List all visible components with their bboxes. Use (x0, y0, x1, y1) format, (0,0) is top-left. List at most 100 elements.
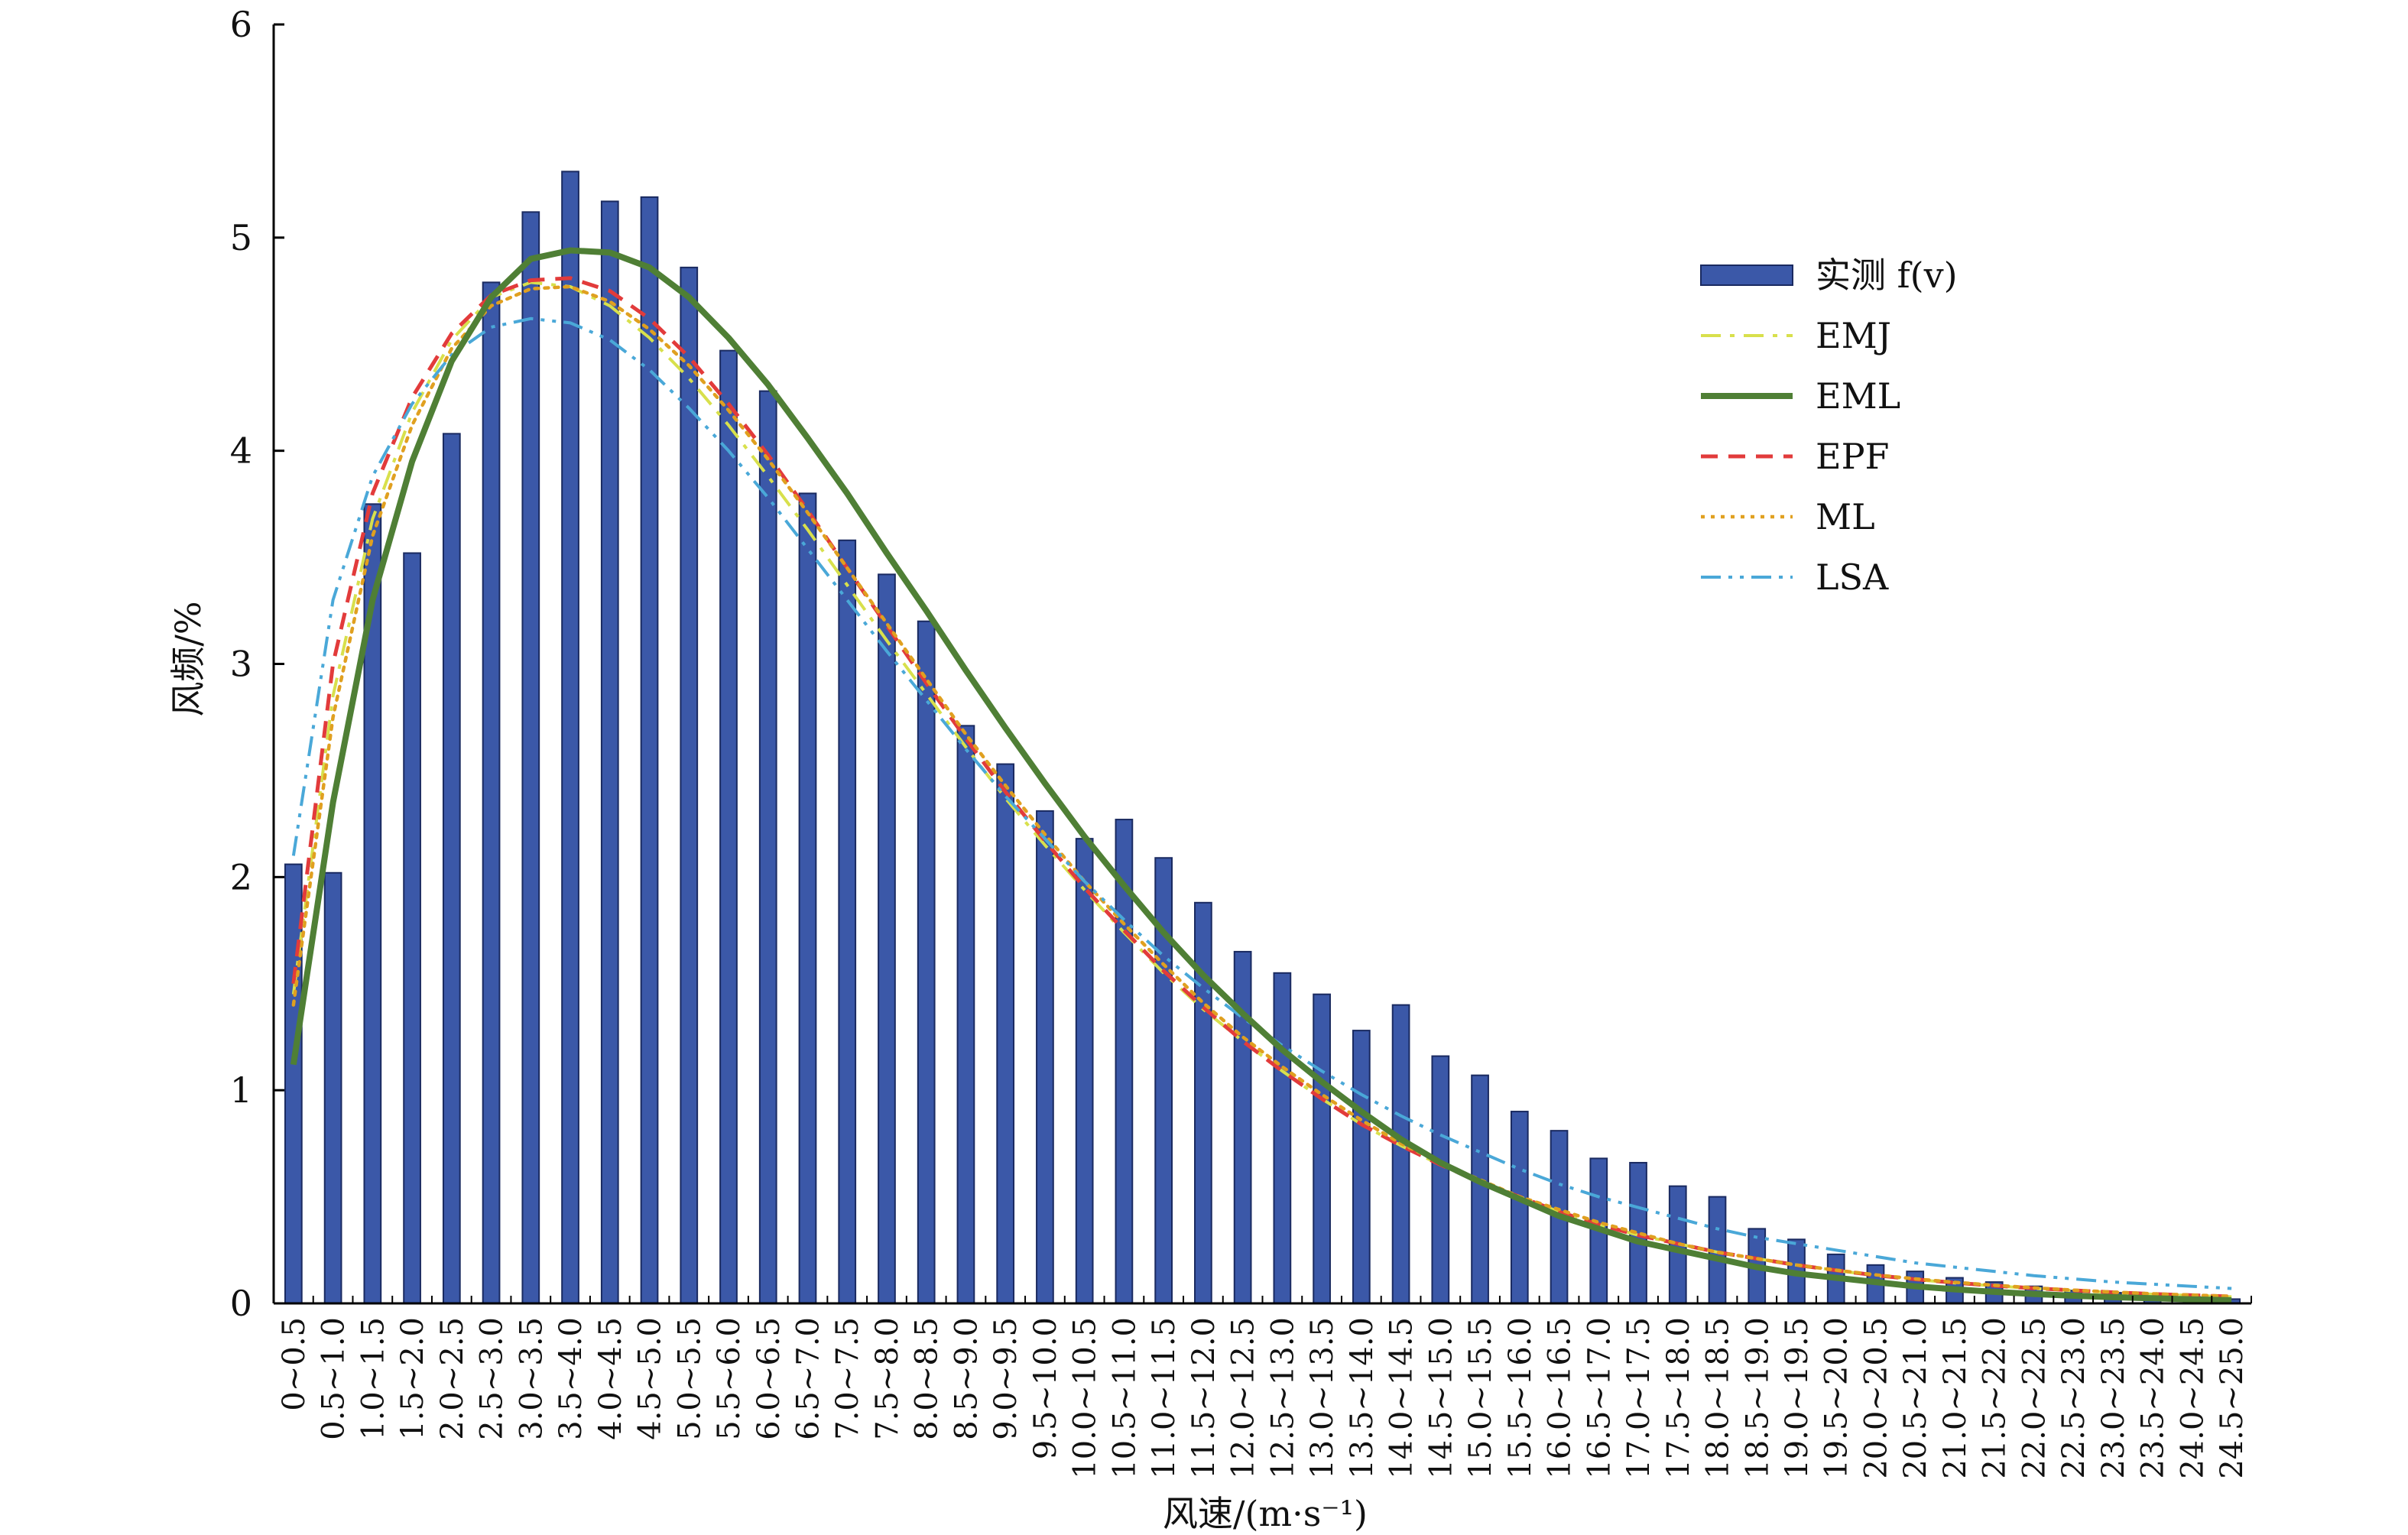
x-tick-label: 4.5~5.0 (633, 1317, 668, 1440)
bar-13.5~14.0 (1352, 1030, 1371, 1304)
bar-15.5~16.0 (1510, 1111, 1529, 1305)
x-tick-label: 14.5~15.0 (1423, 1317, 1459, 1479)
x-tick-label: 4.0~4.5 (593, 1317, 628, 1440)
x-tick-label: 7.5~8.0 (870, 1317, 905, 1440)
x-tick-label: 17.5~18.0 (1661, 1317, 1696, 1479)
x-tick-label: 20.5~21.0 (1898, 1317, 1933, 1479)
x-tick-label: 14.0~14.5 (1384, 1317, 1420, 1479)
x-tick-label: 0~0.5 (277, 1317, 312, 1411)
bar-14.5~15.0 (1431, 1055, 1450, 1305)
x-tick-label: 20.0~20.5 (1858, 1317, 1894, 1479)
curve-lsa (291, 316, 2232, 1290)
x-tick-label: 18.5~19.0 (1740, 1317, 1775, 1479)
bar-6.0~6.5 (758, 390, 777, 1305)
x-tick-label: 16.0~16.5 (1543, 1317, 1578, 1479)
x-tick-label: 12.0~12.5 (1226, 1317, 1261, 1479)
legend-label-lsa: LSA (1816, 557, 1889, 598)
bar-7.5~8.0 (878, 573, 896, 1304)
x-tick-label: 15.5~16.0 (1503, 1317, 1538, 1479)
y-tick-label: 4 (230, 430, 252, 472)
curve-ml (291, 284, 2234, 1299)
legend-label-emj: EMJ (1816, 315, 1891, 356)
bar-13.0~13.5 (1313, 993, 1331, 1304)
bar-5.5~6.0 (719, 349, 738, 1304)
x-tick-label: 6.5~7.0 (790, 1317, 826, 1440)
x-tick-label: 13.5~14.0 (1345, 1317, 1380, 1479)
x-tick-label: 19.0~19.5 (1780, 1317, 1815, 1479)
bar-5.0~5.5 (680, 266, 699, 1304)
x-tick-label: 18.0~18.5 (1701, 1317, 1736, 1479)
x-tick-label: 15.0~15.5 (1463, 1317, 1498, 1479)
curve-epf (291, 276, 2232, 1299)
bar-4.5~5.0 (640, 196, 659, 1305)
x-tick-label: 6.0~6.5 (751, 1317, 787, 1440)
bar-9.5~10.0 (1036, 810, 1054, 1304)
legend-label-eml: EML (1816, 375, 1900, 417)
x-tick-label: 12.5~13.0 (1265, 1317, 1300, 1479)
y-tick-label: 6 (230, 4, 252, 45)
y-tick-label: 3 (230, 644, 252, 685)
x-axis-label: 风速/(m·s⁻¹) (1163, 1493, 1368, 1534)
x-tick-label: 8.5~9.0 (949, 1317, 984, 1440)
x-tick-label: 17.0~17.5 (1621, 1317, 1657, 1479)
x-tick-label: 11.0~11.5 (1147, 1317, 1182, 1479)
x-tick-label: 13.0~13.5 (1305, 1317, 1340, 1479)
x-tick-label: 1.0~1.5 (355, 1317, 391, 1440)
axes (272, 23, 2252, 1305)
x-tick-label: 11.5~12.0 (1186, 1317, 1222, 1479)
legend-swatch-bar (1700, 264, 1793, 286)
y-tick-label: 5 (230, 217, 252, 258)
curve-emj (291, 281, 2232, 1299)
x-tick-label: 22.5~23.0 (2056, 1317, 2092, 1479)
x-tick-label: 21.0~21.5 (1938, 1317, 1973, 1479)
fit-curves (290, 247, 2234, 1303)
bar-0.5~1.0 (323, 871, 342, 1304)
bar-7.0~7.5 (838, 539, 857, 1304)
x-tick-label: 22.0~22.5 (2017, 1317, 2052, 1479)
bar-8.5~9.0 (956, 725, 975, 1304)
x-tick-label: 23.0~23.5 (2096, 1317, 2131, 1479)
y-tick-label: 0 (230, 1283, 252, 1324)
x-tick-labels: 0~0.5 0.5~1.0 1.0~1.5 1.5~2.0 2.0~2.5 2.5~3.0… (277, 1317, 2250, 1479)
legend-label-measured: 实测 f(v) (1816, 255, 1958, 296)
legend-label-ml: ML (1816, 496, 1875, 537)
x-tick-label: 21.5~22.0 (1978, 1317, 2013, 1479)
y-tick-labels: 0 1 2 3 4 5 6 (230, 4, 252, 1324)
bar-3.5~4.0 (561, 170, 579, 1304)
x-tick-label: 24.5~25.0 (2215, 1317, 2250, 1479)
bar-3.0~3.5 (521, 211, 540, 1304)
x-tick-label: 7.0~7.5 (830, 1317, 865, 1440)
bar-4.0~4.5 (600, 200, 619, 1304)
legend: 实测 f(v) EMJ EML EPF ML LSA (1700, 255, 1958, 598)
bar-1.5~2.0 (403, 552, 421, 1304)
y-tick-label: 2 (230, 856, 252, 897)
legend-label-epf: EPF (1816, 436, 1889, 477)
bar-10.0~10.5 (1075, 838, 1094, 1304)
x-tick-label: 10.0~10.5 (1068, 1317, 1103, 1479)
bar-6.5~7.0 (798, 492, 817, 1304)
bar-12.5~13.0 (1273, 972, 1292, 1305)
bar-2.5~3.0 (482, 281, 501, 1304)
x-tick-label: 2.5~3.0 (475, 1317, 510, 1440)
x-tick-label: 5.0~5.5 (672, 1317, 707, 1440)
x-tick-label: 2.0~2.5 (435, 1317, 470, 1440)
bar-14.0~14.5 (1391, 1004, 1410, 1304)
x-tick-label: 0.5~1.0 (316, 1317, 352, 1440)
x-tick-label: 3.5~4.0 (553, 1317, 589, 1440)
x-tick-label: 23.5~24.0 (2136, 1317, 2171, 1479)
x-tick-label: 9.0~9.5 (988, 1317, 1024, 1440)
x-tick-label: 16.5~17.0 (1582, 1317, 1617, 1479)
curve-eml (290, 247, 2232, 1303)
x-tick-label: 9.5~10.0 (1028, 1317, 1063, 1459)
bar-11.5~12.0 (1194, 901, 1212, 1305)
y-tick-label: 1 (230, 1069, 252, 1111)
bar-2.0~2.5 (442, 433, 461, 1304)
bar-15.0~15.5 (1471, 1074, 1489, 1305)
x-tick-label: 1.5~2.0 (395, 1317, 430, 1440)
bar-8.0~8.5 (917, 620, 936, 1304)
x-tick-label: 10.5~11.0 (1107, 1317, 1142, 1479)
bar-0~0.5 (284, 863, 303, 1304)
x-tick-label: 3.0~3.5 (514, 1317, 549, 1440)
x-tick-label: 19.5~20.0 (1819, 1317, 1855, 1479)
